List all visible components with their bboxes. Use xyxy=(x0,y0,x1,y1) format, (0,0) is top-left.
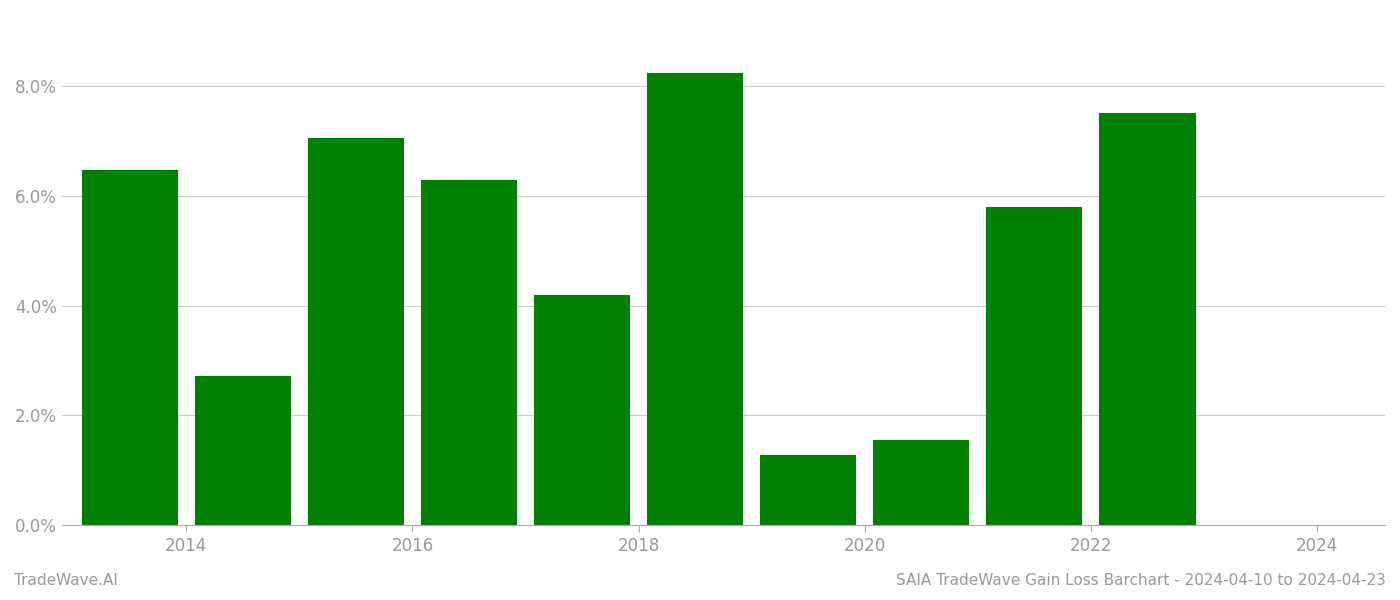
Bar xyxy=(760,455,857,525)
Bar xyxy=(647,73,743,525)
Bar xyxy=(533,295,630,525)
Bar xyxy=(81,170,178,525)
Text: SAIA TradeWave Gain Loss Barchart - 2024-04-10 to 2024-04-23: SAIA TradeWave Gain Loss Barchart - 2024… xyxy=(896,573,1386,588)
Bar xyxy=(987,207,1082,525)
Bar xyxy=(308,139,405,525)
Bar xyxy=(874,440,969,525)
Text: TradeWave.AI: TradeWave.AI xyxy=(14,573,118,588)
Bar xyxy=(1099,113,1196,525)
Bar xyxy=(195,376,291,525)
Bar xyxy=(421,179,517,525)
